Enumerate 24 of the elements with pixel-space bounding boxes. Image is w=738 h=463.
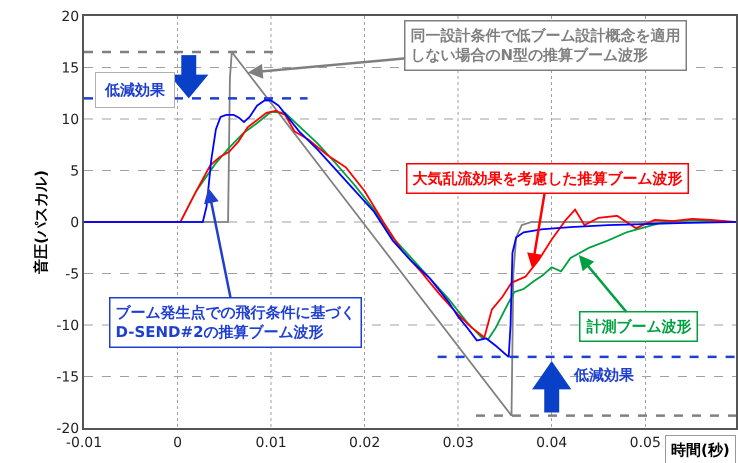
annotation: 大気乱流効果を考慮した推算ブーム波形 xyxy=(412,170,682,188)
y-tick-label: 5 xyxy=(70,163,80,180)
y-tick-label: 10 xyxy=(61,112,80,128)
y-tick-label: -5 xyxy=(65,266,80,282)
annotation: 低減効果 xyxy=(104,81,166,99)
x-tick-label: 0.03 xyxy=(442,434,474,451)
y-tick-label: -20 xyxy=(56,420,80,437)
x-tick-label: 0.05 xyxy=(630,434,661,451)
x-tick-label: 0.02 xyxy=(349,434,380,451)
annotation: ブーム発生点での飛行条件に基づくD-SEND#2の推算ブーム波形 xyxy=(116,304,356,341)
annotation: 同一設計条件で低ブーム設計概念を適用しない場合のN型の推算ブーム波形 xyxy=(410,26,680,64)
annotation: 計測ブーム波形 xyxy=(586,318,692,336)
y-axis-title: 音圧(パスカル) xyxy=(32,170,50,275)
x-axis-title: 時間(秒) xyxy=(671,441,730,459)
y-tick-label: -10 xyxy=(56,318,80,334)
x-tick-label: 0.01 xyxy=(256,434,287,451)
x-tick-label: -0.01 xyxy=(66,434,102,451)
annotation: 低減効果 xyxy=(573,366,635,384)
y-tick-label: 0 xyxy=(70,214,80,231)
x-tick-label: 0 xyxy=(173,434,182,451)
y-tick-label: -15 xyxy=(56,369,80,386)
x-tick-label: 0.04 xyxy=(536,434,568,451)
y-tick-label: 15 xyxy=(61,60,80,76)
y-tick-label: 20 xyxy=(61,8,80,25)
